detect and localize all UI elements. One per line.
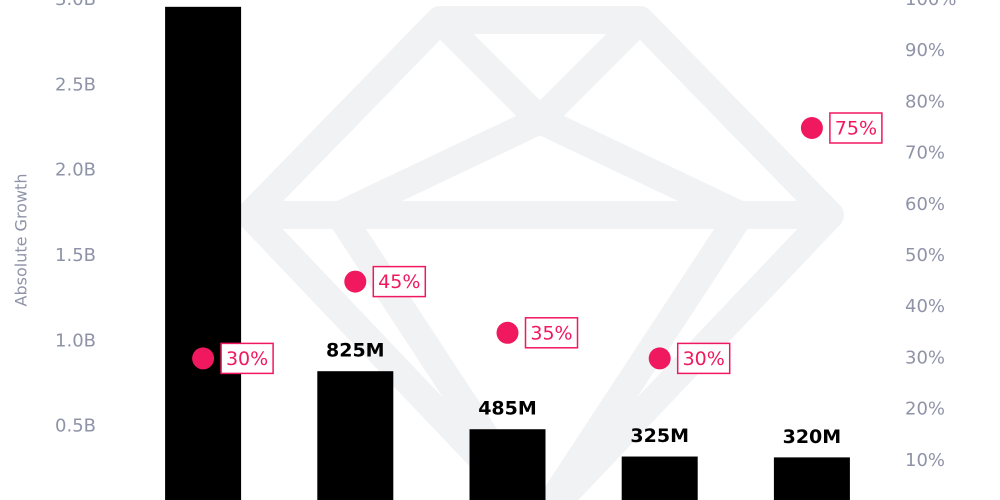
bar (469, 429, 546, 500)
y-tick-label: 3.0B (55, 0, 96, 10)
y2-tick-label: 20% (905, 399, 945, 420)
y2-tick-label: 40% (905, 296, 945, 317)
bar-value-label: 485M (478, 398, 537, 420)
dot (344, 270, 367, 293)
dot (496, 321, 519, 344)
y2-tick-label: 90% (905, 40, 945, 61)
bar-value-label: 825M (326, 340, 385, 362)
y-tick-label: 2.5B (55, 74, 96, 95)
y2-tick-label: 80% (905, 91, 945, 112)
dot-value-label: 45% (378, 271, 420, 293)
y-tick-label: 2.0B (55, 160, 96, 181)
y-tick-label: 0.5B (55, 416, 96, 437)
dot-value-label: 35% (530, 322, 572, 344)
dot-label-box (829, 112, 883, 144)
bar (621, 456, 698, 500)
y2-tick-label: 100% (905, 0, 956, 10)
dot-value-label: 75% (835, 118, 877, 140)
bar (317, 371, 394, 500)
dot-value-label: 30% (226, 348, 268, 370)
y2-tick-label: 50% (905, 245, 945, 266)
dot (192, 347, 215, 370)
y2-tick-label: 30% (905, 347, 945, 368)
dot-label-box (524, 317, 579, 349)
y-tick-label: 1.0B (55, 330, 96, 351)
y-tick-label: 1.5B (55, 245, 96, 266)
dot-value-label: 30% (683, 348, 725, 370)
dot (648, 347, 671, 370)
bar-value-label: 320M (783, 426, 842, 448)
dot-label-box (372, 265, 427, 298)
dot-label-box (220, 342, 274, 375)
dot-label-box (676, 342, 731, 375)
bar-value-label: 325M (630, 425, 689, 447)
dot (800, 117, 823, 139)
y2-tick-label: 60% (905, 194, 945, 215)
bar (773, 457, 850, 500)
y2-tick-label: 70% (905, 143, 945, 164)
y2-tick-label: 10% (905, 450, 945, 471)
y-axis-label: Absolute Growth (12, 174, 31, 307)
bar (165, 6, 242, 500)
